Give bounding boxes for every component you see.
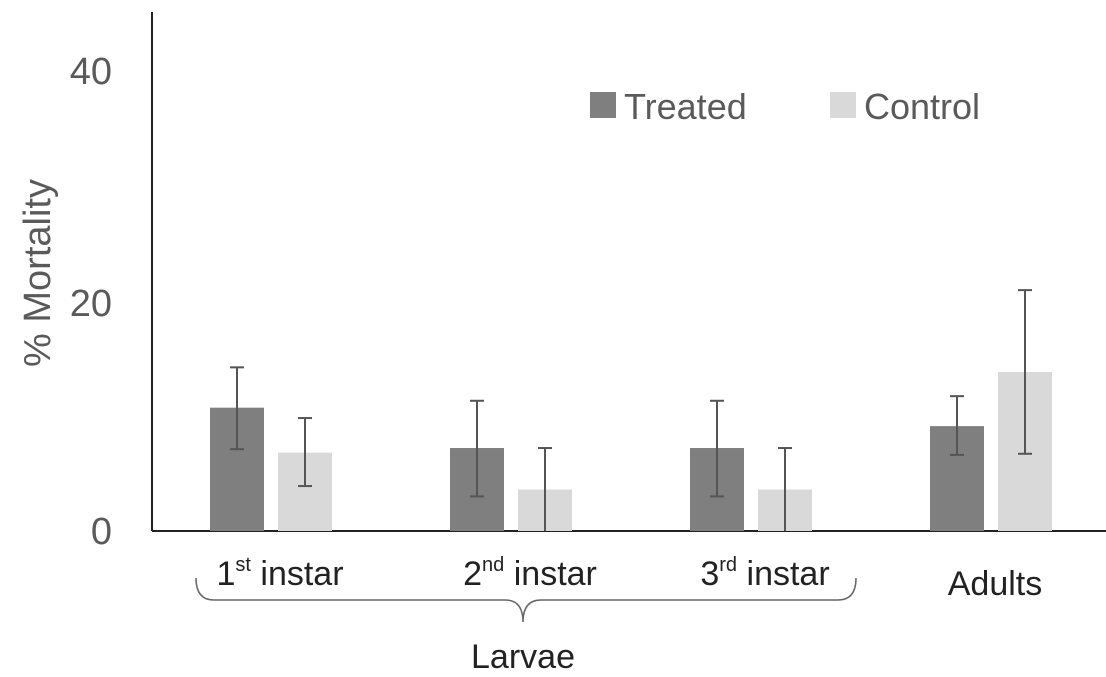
error-bar-control-2nd-instar bbox=[538, 447, 552, 531]
legend-label-treated: Treated bbox=[624, 86, 747, 127]
error-bar-control-1st-instar bbox=[298, 417, 312, 488]
error-bar-control-adults bbox=[1018, 289, 1032, 455]
legend-swatch-control bbox=[830, 92, 856, 118]
error-bar-treated-2nd-instar bbox=[470, 399, 484, 498]
bars-layer bbox=[210, 289, 1052, 531]
legend: Treated Control bbox=[590, 86, 980, 127]
legend-swatch-treated bbox=[590, 92, 616, 118]
larvae-group-label: Larvae bbox=[471, 638, 575, 676]
category-label-2nd-instar: 2nd instar bbox=[463, 554, 597, 593]
y-tick-label-40: 40 bbox=[70, 51, 112, 93]
category-label-adults: Adults bbox=[948, 565, 1043, 603]
y-axis-title: % Mortality bbox=[17, 179, 59, 367]
category-label-3rd-instar: 3rd instar bbox=[700, 554, 829, 593]
category-label-1st-instar: 1st instar bbox=[216, 554, 343, 593]
error-bar-treated-3rd-instar bbox=[710, 399, 724, 498]
legend-label-control: Control bbox=[864, 86, 980, 127]
error-bar-control-3rd-instar bbox=[778, 447, 792, 531]
y-tick-label-0: 0 bbox=[91, 511, 112, 553]
error-bar-treated-1st-instar bbox=[230, 366, 244, 451]
category-labels: 1st instar 2nd instar 3rd instar Adults bbox=[216, 554, 1042, 603]
larvae-bracket bbox=[195, 577, 857, 623]
y-axis-ticks: 0 20 40 bbox=[70, 51, 112, 553]
error-bar-treated-adults bbox=[950, 395, 964, 456]
y-tick-label-20: 20 bbox=[70, 283, 112, 325]
